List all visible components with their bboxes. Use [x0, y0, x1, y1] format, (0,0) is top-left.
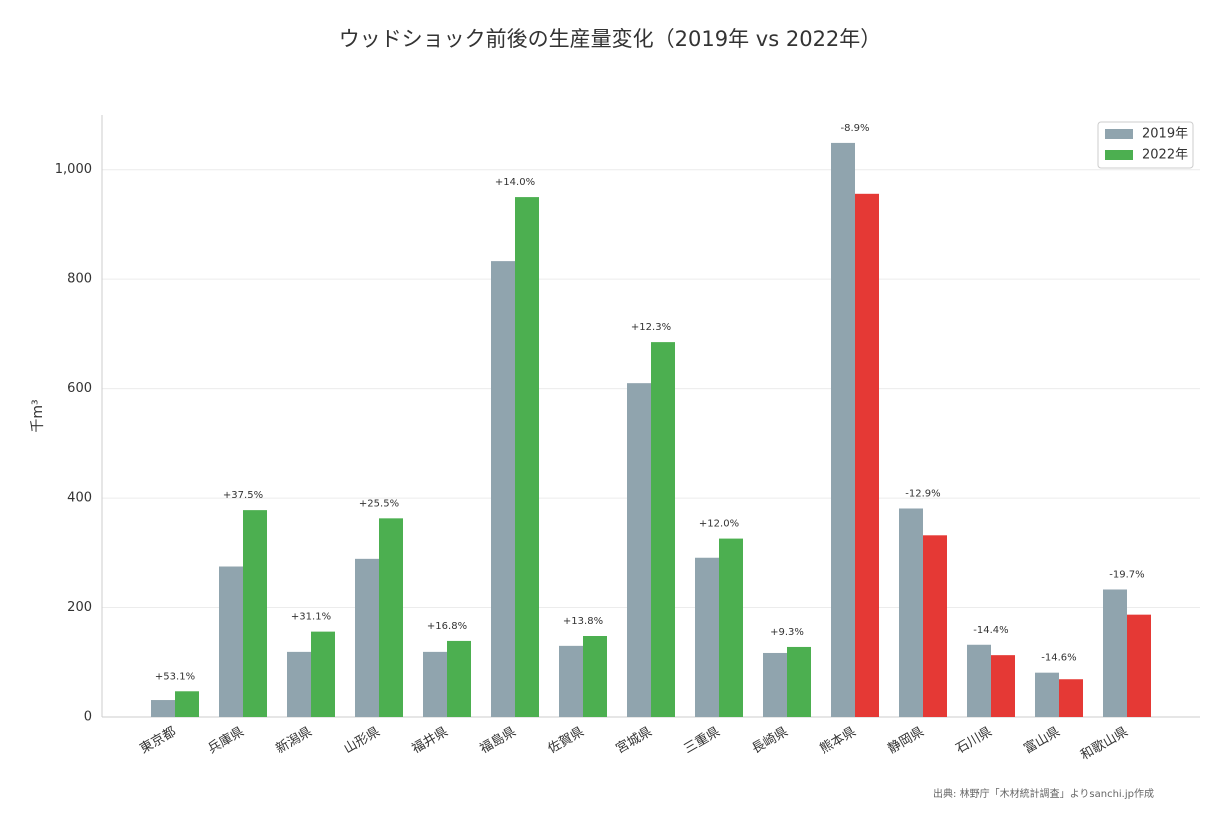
- bar: [491, 261, 515, 717]
- bar: [1127, 614, 1151, 717]
- bar: [855, 193, 879, 718]
- change-label: +12.0%: [699, 519, 739, 530]
- x-tick-label: 東京都: [137, 724, 179, 757]
- legend-label: 2019年: [1142, 127, 1188, 142]
- x-tick-label: 熊本県: [817, 724, 859, 757]
- change-label: +14.0%: [495, 177, 535, 188]
- x-tick-label: 静岡県: [885, 725, 926, 757]
- bar: [991, 655, 1015, 717]
- y-tick-label: 400: [67, 491, 92, 506]
- bar: [219, 566, 243, 717]
- bar: [559, 645, 583, 717]
- bar: [447, 640, 471, 717]
- source-note: 出典: 林野庁「木材統計調査」よりsanchi.jp作成: [933, 787, 1154, 800]
- x-tick-label: 宮城県: [613, 724, 655, 757]
- bar: [1103, 589, 1127, 717]
- x-tick-label: 新潟県: [273, 724, 315, 757]
- change-label: -14.6%: [1041, 653, 1076, 664]
- bar: [923, 535, 947, 717]
- x-tick-label: 長崎県: [749, 725, 790, 757]
- bar: [627, 383, 651, 717]
- x-tick-label: 富山県: [1021, 724, 1063, 757]
- bar: [355, 558, 379, 717]
- bar: [967, 644, 991, 717]
- legend-label: 2022年: [1142, 148, 1188, 163]
- change-label: +31.1%: [291, 612, 331, 623]
- bar: [1035, 672, 1059, 717]
- x-tick-label: 石川県: [953, 725, 994, 757]
- bar: [583, 636, 607, 717]
- x-tick-label: 三重県: [681, 724, 723, 757]
- legend-swatch: [1105, 129, 1133, 139]
- y-axis-label: 千m³: [30, 399, 46, 432]
- chart-title: ウッドショック前後の生産量変化（2019年 vs 2022年）: [339, 27, 882, 51]
- bar: [423, 651, 447, 717]
- x-tick-label: 福島県: [477, 725, 518, 757]
- change-label: +16.8%: [427, 621, 467, 632]
- change-label: -8.9%: [840, 123, 869, 134]
- bar: [175, 691, 199, 717]
- bar: [763, 652, 787, 717]
- change-label: +9.3%: [770, 627, 804, 638]
- bar: [899, 508, 923, 717]
- bar: [719, 538, 743, 717]
- bar: [379, 518, 403, 717]
- legend-swatch: [1105, 150, 1133, 160]
- change-label: -12.9%: [905, 488, 940, 499]
- bar: [651, 342, 675, 717]
- change-label: +12.3%: [631, 322, 671, 333]
- change-label: +25.5%: [359, 498, 399, 509]
- bar: [311, 631, 335, 717]
- x-tick-label: 佐賀県: [545, 725, 586, 757]
- x-tick-label: 山形県: [341, 725, 382, 757]
- change-label: +37.5%: [223, 490, 263, 501]
- y-tick-label: 0: [84, 710, 92, 725]
- change-label: -14.4%: [973, 625, 1008, 636]
- x-tick-label: 和歌山県: [1078, 725, 1131, 764]
- bar: [787, 646, 811, 717]
- y-tick-label: 200: [67, 600, 92, 615]
- change-label: +13.8%: [563, 616, 603, 627]
- bar: [831, 142, 855, 718]
- x-tick-label: 兵庫県: [205, 725, 246, 757]
- bar: [287, 651, 311, 717]
- x-tick-label: 福井県: [409, 725, 450, 757]
- bar: [243, 510, 267, 717]
- y-tick-label: 1,000: [55, 162, 92, 177]
- change-label: -19.7%: [1109, 569, 1144, 580]
- bar: [151, 700, 175, 717]
- change-label: +53.1%: [155, 671, 195, 682]
- bar: [695, 557, 719, 717]
- y-tick-label: 600: [67, 381, 92, 396]
- bar: [515, 197, 539, 717]
- y-tick-label: 800: [67, 272, 92, 287]
- bar: [1059, 679, 1083, 717]
